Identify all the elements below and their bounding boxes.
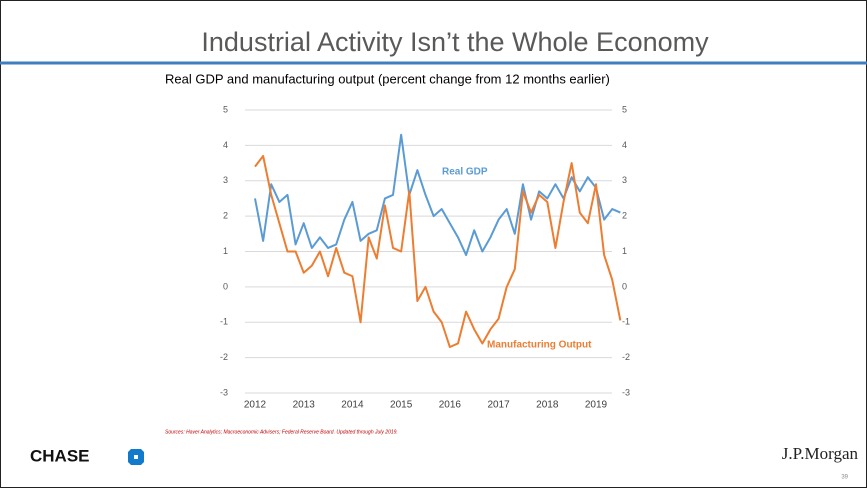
series-label: Manufacturing Output bbox=[487, 340, 592, 351]
y2-tick-label: 2 bbox=[622, 211, 627, 221]
chart-subtitle: Real GDP and manufacturing output (perce… bbox=[165, 71, 610, 86]
chase-octagon bbox=[128, 449, 144, 465]
y2-tick-label: 5 bbox=[622, 104, 627, 114]
y2-tick-label: 3 bbox=[622, 175, 627, 185]
plot-area: -3 -2 -1 0 1 2 3 4 5 -3 -2 -1 0 1 2 3 4 5 2012 2013 2014 2015… bbox=[220, 104, 630, 410]
series-line bbox=[254, 133, 621, 257]
x-tick-label: 2017 bbox=[487, 400, 510, 411]
y-tick-label: 2 bbox=[223, 211, 228, 221]
y2-tick-label: -1 bbox=[622, 317, 630, 327]
x-tick-label: 2013 bbox=[293, 400, 316, 411]
y2-tick-label: -2 bbox=[622, 352, 630, 362]
y2-tick-label: 1 bbox=[622, 246, 627, 256]
series-label: Real GDP bbox=[442, 167, 488, 178]
jpmorgan-logo: J.P.Morgan bbox=[782, 444, 859, 463]
y-tick-label: -2 bbox=[220, 352, 228, 362]
slide-title: Industrial Activity Isn’t the Whole Econ… bbox=[201, 27, 709, 57]
x-tick-label: 2012 bbox=[244, 400, 267, 411]
y-tick-label: 5 bbox=[223, 104, 228, 114]
x-tick-label: 2019 bbox=[585, 400, 608, 411]
chase-wordmark: CHASE bbox=[30, 446, 90, 465]
y-tick-label: 1 bbox=[223, 246, 228, 256]
x-tick-label: 2015 bbox=[390, 400, 413, 411]
y-tick-label: 4 bbox=[223, 140, 228, 150]
x-tick-label: 2014 bbox=[341, 400, 364, 411]
source-note: Sources: Haver Analytics; Macroeconomic … bbox=[165, 429, 398, 435]
y-tick-label: -1 bbox=[220, 317, 228, 327]
x-tick-label: 2018 bbox=[536, 400, 559, 411]
chase-logo: CHASE bbox=[30, 446, 144, 465]
y-tick-label: 3 bbox=[223, 175, 228, 185]
y2-tick-label: -3 bbox=[622, 387, 630, 397]
y2-tick-label: 0 bbox=[622, 281, 627, 291]
series-line bbox=[254, 154, 622, 349]
y-tick-label: 0 bbox=[223, 281, 228, 291]
y-tick-label: -3 bbox=[220, 387, 228, 397]
page-number: 39 bbox=[841, 475, 848, 481]
y2-tick-label: 4 bbox=[622, 140, 627, 150]
x-tick-label: 2016 bbox=[439, 400, 462, 411]
